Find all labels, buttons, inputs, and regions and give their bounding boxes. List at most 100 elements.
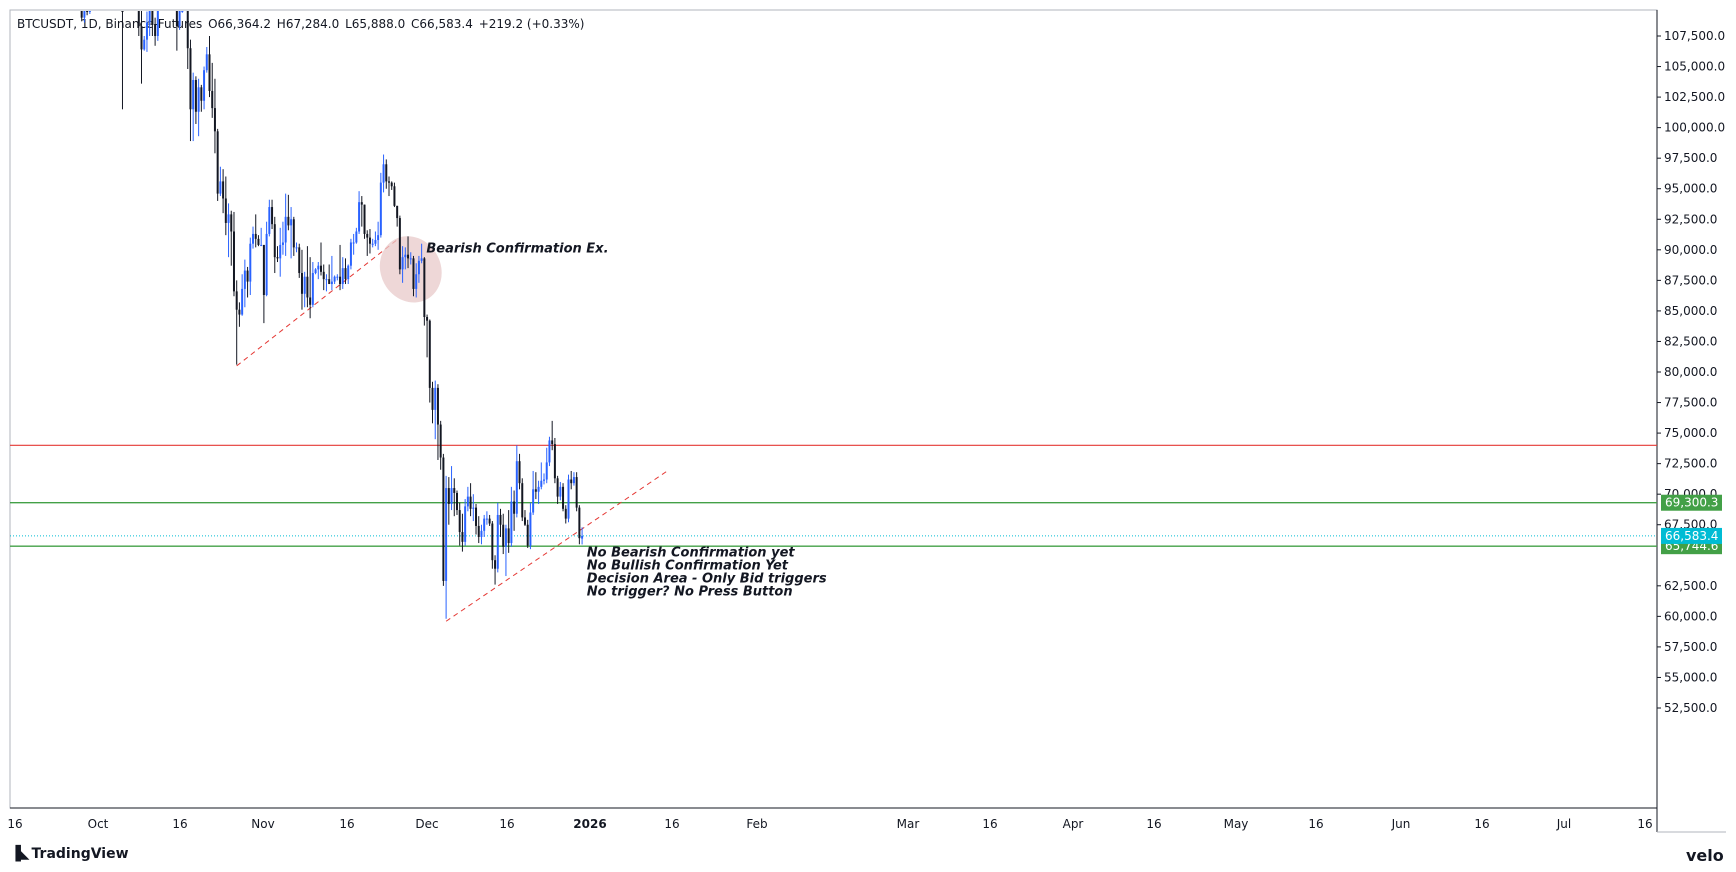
candle-body <box>499 514 502 525</box>
candle-body <box>287 216 290 226</box>
candle-body <box>385 164 388 182</box>
annotation-line-2: No Bullish Confirmation Yet <box>587 558 789 573</box>
candle-body <box>222 181 225 199</box>
candle-body <box>317 265 320 270</box>
time-tick-label: Dec <box>415 817 438 831</box>
candle-body <box>415 274 418 289</box>
candle-body <box>358 202 361 232</box>
annotation-line-3: Decision Area - Only Bid triggers <box>587 571 827 586</box>
candle-body <box>458 510 461 533</box>
candle-body <box>464 506 467 542</box>
candle-body <box>567 479 570 519</box>
candle-body <box>295 247 298 249</box>
candle-body <box>88 11 91 12</box>
candle-body <box>420 258 423 261</box>
candle-body <box>477 525 480 537</box>
candle-body <box>349 242 352 266</box>
candle-body <box>203 70 206 101</box>
candle-body <box>407 254 410 259</box>
candle-body <box>276 257 279 259</box>
candle-body <box>556 478 559 497</box>
tradingview-logo-icon: ▐◣ <box>10 846 29 862</box>
candle-body <box>213 108 216 132</box>
candle-body <box>398 218 401 270</box>
price-tick-label: 80,000.0 <box>1664 365 1717 379</box>
candle-body <box>409 258 412 260</box>
low-value: L65,888.0 <box>345 17 406 31</box>
candle-body <box>181 11 184 12</box>
time-axis[interactable]: 16 Oct 16 Nov 16 Dec 16 2026 16 Feb Mar 16 Apr 16 May 1… <box>7 817 1652 831</box>
candle-body <box>154 25 157 36</box>
candle-body <box>140 26 143 50</box>
candle-body <box>379 182 382 236</box>
price-tick-label: 55,000.0 <box>1664 670 1717 684</box>
candle-body <box>534 489 537 492</box>
candle-body <box>488 518 491 524</box>
candle-body <box>575 477 578 508</box>
tradingview-logo[interactable]: ▐◣ TradingView <box>10 846 129 862</box>
close-value: C66,583.4 <box>411 17 473 31</box>
candle-body <box>570 479 573 484</box>
price-axis[interactable]: 107,500.0 105,000.0 102,500.0 100,000.0 97,5… <box>1657 29 1725 715</box>
candle-body <box>227 214 230 223</box>
candle-body <box>523 517 526 525</box>
candle-body <box>453 488 456 493</box>
time-tick-label: 16 <box>1637 817 1652 831</box>
candle-body <box>377 235 380 241</box>
candle-body <box>387 181 390 183</box>
candle-body <box>466 496 469 507</box>
candle-body <box>455 492 458 511</box>
time-tick-label: 16 <box>1308 817 1323 831</box>
price-tag-last_price <box>1661 527 1722 544</box>
candle-body <box>252 233 255 244</box>
time-tick-label: Jul <box>1556 817 1571 831</box>
candle-body <box>197 87 200 112</box>
breakdown-highlight-ellipse <box>379 236 442 303</box>
candle-body <box>426 317 429 321</box>
time-tick-label: Feb <box>746 817 767 831</box>
candle-body <box>355 231 358 243</box>
candle-body <box>148 11 151 23</box>
candle-body <box>382 164 385 183</box>
candle-body <box>366 233 369 238</box>
candle-body <box>390 182 393 187</box>
candle-body <box>431 387 434 410</box>
time-tick-label: 16 <box>7 817 22 831</box>
candle-body <box>510 501 513 544</box>
candle-body <box>192 79 195 110</box>
time-tick-label: 16 <box>499 817 514 831</box>
candle-body <box>553 444 556 479</box>
candle-body <box>578 507 581 539</box>
candle-body <box>545 462 548 480</box>
price-tick-label: 60,000.0 <box>1664 609 1717 623</box>
chart-frame <box>9 9 1726 833</box>
candle-body <box>434 387 437 410</box>
candle-body <box>442 457 445 581</box>
price-tick-label: 87,500.0 <box>1664 273 1717 287</box>
candle-body <box>423 258 426 318</box>
candle-body <box>518 461 521 484</box>
candle-body <box>200 87 203 101</box>
candle-body <box>551 440 554 445</box>
velo-logo: velo <box>1686 846 1724 865</box>
candle-body <box>412 258 415 289</box>
change-value: +219.2 (+0.33%) <box>478 17 585 31</box>
annotation-line-4: No trigger? No Press Button <box>587 584 793 599</box>
candle-body <box>475 507 478 526</box>
price-tick-label: 75,000.0 <box>1664 426 1717 440</box>
horizontal-levels <box>10 444 1657 547</box>
candle-body <box>480 530 483 537</box>
candle-body <box>330 281 333 285</box>
candle-body <box>189 48 192 110</box>
time-tick-label: 16 <box>172 817 187 831</box>
candle-body <box>292 219 295 248</box>
candle-body <box>205 54 208 71</box>
candle-body <box>513 501 516 514</box>
candle-body <box>254 233 257 239</box>
candle-body <box>341 268 344 285</box>
candle-body <box>564 508 567 519</box>
candle-body <box>496 514 499 569</box>
candle-body <box>314 269 317 274</box>
time-tick-label: 16 <box>1146 817 1161 831</box>
